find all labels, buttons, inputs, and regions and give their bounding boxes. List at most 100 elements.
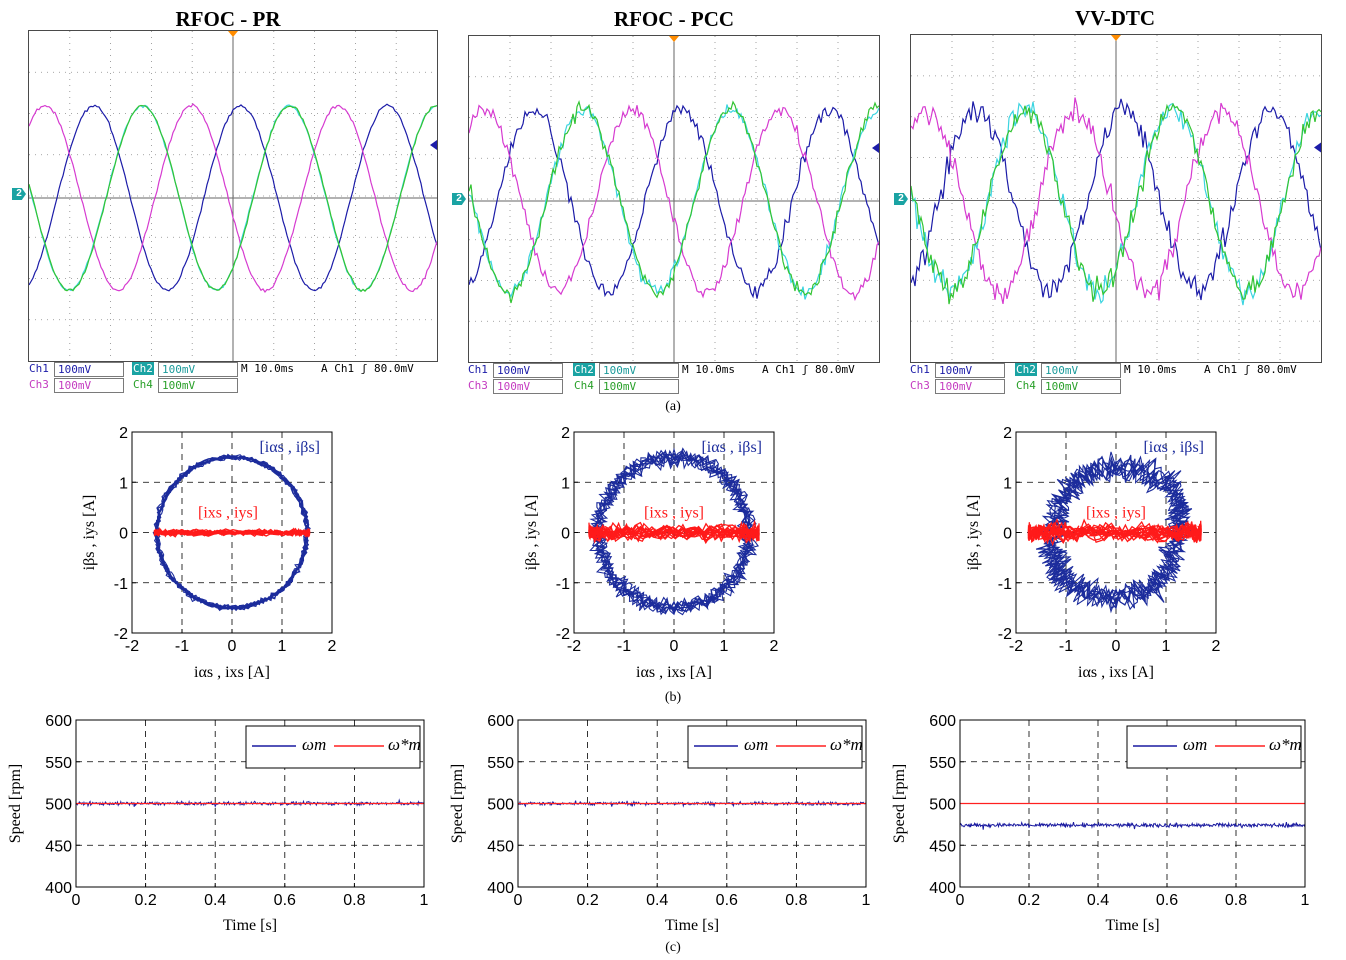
scope-title-2: RFOC - PCC	[613, 7, 735, 31]
scope-traces-1	[29, 31, 437, 361]
y-tick-label: 0	[1003, 526, 1012, 543]
ch1-scale: 100mV	[493, 363, 563, 378]
x-tick-label: 1	[420, 892, 429, 909]
x-tick-label: 0	[670, 638, 679, 655]
axes-frame	[75, 719, 425, 888]
trace-ch3	[469, 104, 879, 302]
trigger-position-marker	[228, 31, 238, 37]
y-tick-label: 550	[929, 755, 956, 772]
ch1-label: Ch1	[28, 362, 50, 375]
series-xy	[588, 519, 760, 545]
xy-trajectory	[1027, 520, 1202, 543]
trigger-level-marker	[1314, 142, 1321, 153]
trigger-level-marker	[430, 140, 437, 150]
x-tick-label: 0.8	[343, 892, 365, 909]
x-tick-label: 0.2	[134, 892, 156, 909]
trace-ch1	[29, 103, 437, 292]
series-label-xy: [ixs , iys]	[198, 504, 258, 521]
ch4-scale: 100mV	[158, 378, 238, 393]
trigger-readout: A Ch1 ʃ 80.0mV	[320, 362, 415, 375]
x-tick-label: 0.8	[785, 892, 807, 909]
x-axis-label: Time [s]	[665, 917, 719, 934]
scope-traces-3	[911, 35, 1321, 362]
scope-traces-2	[469, 36, 879, 362]
timebase: M 10.0ms	[1123, 363, 1178, 376]
x-tick-label: 0	[1112, 638, 1121, 655]
y-tick-label: 400	[45, 880, 72, 897]
legend-label-measured: ωm	[1183, 735, 1207, 754]
y-tick-label: 450	[487, 838, 514, 855]
y-tick-label: 550	[45, 755, 72, 772]
axes-frame	[573, 431, 775, 634]
y-axis-label: Speed [rpm]	[7, 764, 24, 844]
ground-marker-2: 2	[452, 193, 466, 205]
ch4-label: Ch4	[1015, 379, 1037, 392]
trace-ch1	[911, 98, 1321, 301]
ch3-label: Ch3	[28, 378, 50, 391]
legend-label-measured: ωm	[302, 735, 326, 754]
timebase: M 10.0ms	[240, 362, 295, 375]
series-xy	[153, 526, 311, 538]
x-tick-label: 0.6	[274, 892, 296, 909]
ch2-scale: 100mV	[158, 362, 238, 377]
ch2-scale: 100mV	[599, 363, 679, 378]
trace-ch2	[29, 104, 437, 293]
axes-frame	[1015, 431, 1217, 634]
y-tick-label: 450	[45, 838, 72, 855]
y-tick-label: 1	[119, 475, 128, 492]
y-axis-label: Speed [rpm]	[891, 764, 908, 844]
x-tick-label: 1	[1301, 892, 1310, 909]
ch4-label: Ch4	[573, 379, 595, 392]
y-tick-label: 500	[487, 797, 514, 814]
y-axis-label: Speed [rpm]	[449, 764, 466, 844]
x-tick-label: 0.2	[1018, 892, 1040, 909]
y-tick-label: 600	[45, 713, 72, 730]
ch3-label: Ch3	[467, 379, 489, 392]
series-label-alpha-beta: [iαs , iβs]	[1143, 439, 1204, 456]
legend-box	[245, 725, 421, 769]
x-tick-label: 1	[278, 638, 287, 655]
ch1-scale: 100mV	[54, 362, 124, 377]
x-axis-label: iαs , ixs [A]	[636, 664, 712, 681]
subfigure-label-c: (c)	[665, 940, 681, 955]
series-xy	[1027, 517, 1202, 547]
y-axis-label: iβs , iys [A]	[965, 495, 982, 571]
trace-ch4	[469, 104, 879, 300]
y-tick-label: 2	[119, 425, 128, 442]
trace-ch2	[469, 100, 879, 304]
y-tick-label: 600	[929, 713, 956, 730]
x-tick-label: 2	[328, 638, 337, 655]
y-tick-label: 400	[487, 880, 514, 897]
scope-status-bar-1: Ch1 100mV Ch2 100mV M 10.0ms A Ch1 ʃ 80.…	[28, 362, 438, 394]
x-tick-label: -1	[1059, 638, 1073, 655]
trigger-position-marker	[1111, 35, 1121, 41]
y-tick-label: 0	[119, 526, 128, 543]
ch1-label: Ch1	[909, 363, 931, 376]
axes-frame	[131, 431, 333, 634]
series-label-xy: [ixs , iys]	[644, 504, 704, 521]
ground-marker-1: 2	[12, 188, 26, 200]
x-tick-label: 0.4	[204, 892, 226, 909]
ch3-label: Ch3	[909, 379, 931, 392]
y-tick-label: -1	[998, 576, 1012, 593]
trace-ch1	[469, 104, 879, 299]
x-tick-label: 1	[862, 892, 871, 909]
xy-trajectory	[153, 527, 311, 538]
x-tick-label: 0.6	[1156, 892, 1178, 909]
ch2-label: Ch2	[573, 363, 595, 376]
x-tick-label: 1	[720, 638, 729, 655]
x-tick-label: 0.4	[646, 892, 668, 909]
series-label-alpha-beta: [iαs , iβs]	[701, 439, 762, 456]
x-tick-label: 2	[770, 638, 779, 655]
x-tick-label: 0.4	[1087, 892, 1109, 909]
ch2-scale: 100mV	[1041, 363, 1121, 378]
x-tick-label: 1	[1162, 638, 1171, 655]
oscilloscope-screen-2	[468, 35, 880, 363]
x-axis-label: iαs , ixs [A]	[194, 664, 270, 681]
y-tick-label: -2	[114, 626, 128, 643]
timebase: M 10.0ms	[681, 363, 736, 376]
subfigure-label-b: (b)	[664, 690, 682, 705]
legend-box	[1126, 725, 1302, 769]
trace-ch2	[911, 102, 1321, 305]
y-tick-label: -1	[556, 576, 570, 593]
